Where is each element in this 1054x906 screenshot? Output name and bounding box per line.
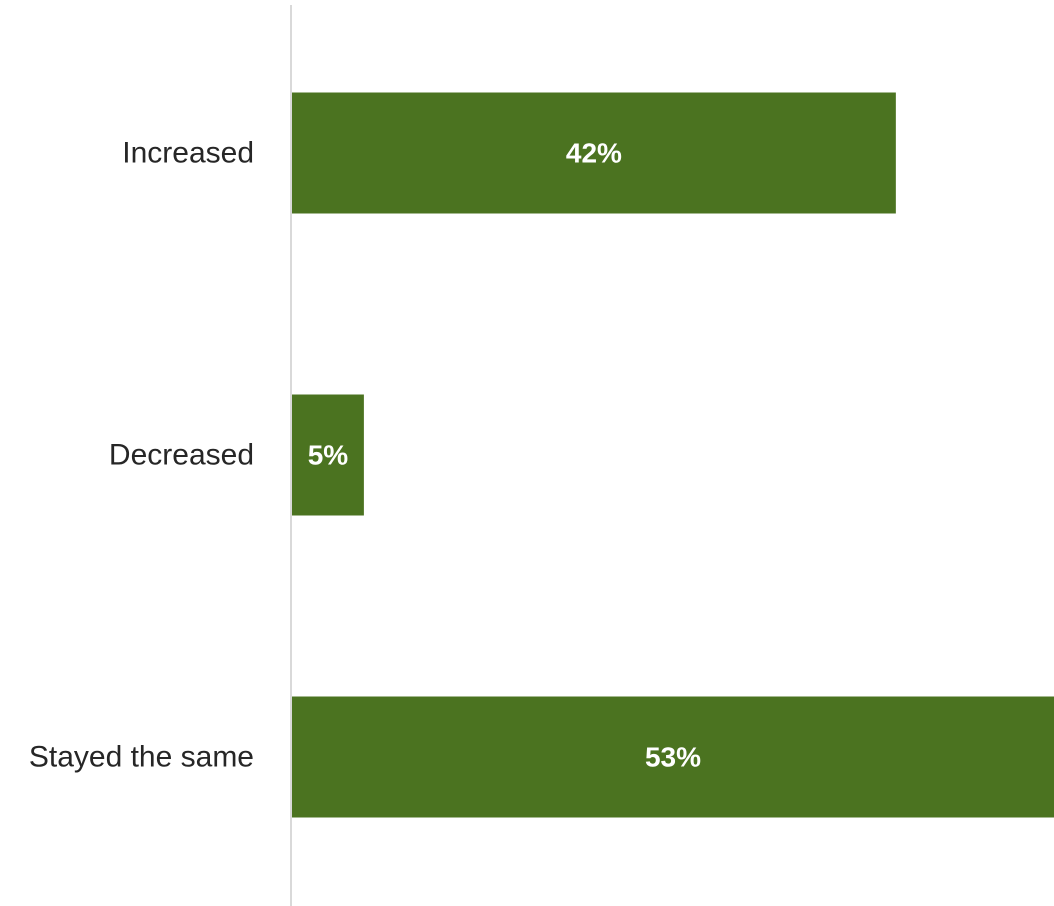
category-label-increased: Increased	[122, 137, 254, 170]
data-label-decreased: 5%	[308, 440, 349, 471]
data-label-increased: 42%	[566, 138, 622, 169]
labels-layer: 42% Increased 5% Decreased 53% Stayed the sam…	[29, 137, 701, 774]
bars-layer	[292, 92, 1054, 818]
bar-stayed-the-same	[292, 696, 1054, 818]
bar-increased	[292, 92, 896, 214]
category-label-stayed-the-same: Stayed the same	[29, 741, 254, 774]
data-label-stayed-the-same: 53%	[645, 742, 701, 773]
bar-decreased	[292, 394, 364, 516]
category-label-decreased: Decreased	[109, 439, 254, 472]
